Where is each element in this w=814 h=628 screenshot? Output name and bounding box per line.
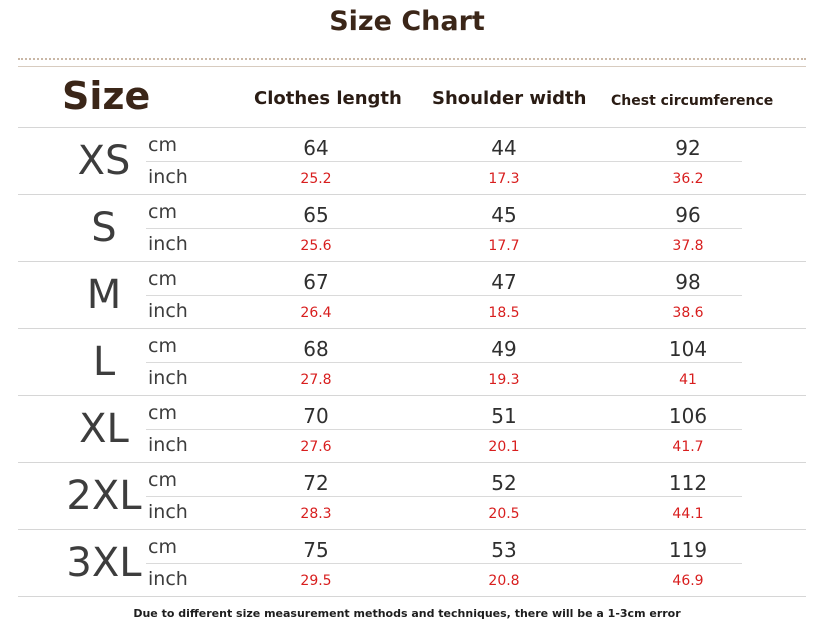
size-label: 3XL bbox=[66, 540, 142, 586]
clothes-length-cm: 68 bbox=[303, 337, 329, 361]
shoulder-width-cm: 49 bbox=[491, 337, 517, 361]
unit-inch-label: inch bbox=[148, 166, 188, 188]
size-label: 2XL bbox=[66, 473, 142, 519]
size-row-xs: XS cm inch 64 44 92 25.2 17.3 36.2 bbox=[18, 127, 806, 194]
row-divider bbox=[146, 496, 742, 497]
size-table: XS cm inch 64 44 92 25.2 17.3 36.2 S cm … bbox=[18, 127, 806, 597]
shoulder-width-cm: 47 bbox=[491, 270, 517, 294]
clothes-length-cm: 65 bbox=[303, 203, 329, 227]
chest-circumference-inch: 46.9 bbox=[672, 573, 704, 589]
size-row-m: M cm inch 67 47 98 26.4 18.5 38.6 bbox=[18, 261, 806, 328]
unit-inch-label: inch bbox=[148, 367, 188, 389]
row-divider bbox=[146, 563, 742, 564]
chest-circumference-inch: 37.8 bbox=[672, 238, 704, 254]
shoulder-width-cm: 51 bbox=[491, 404, 517, 428]
clothes-length-cm: 75 bbox=[303, 538, 329, 562]
unit-cm-label: cm bbox=[148, 134, 177, 156]
size-row-2xl: 2XL cm inch 72 52 112 28.3 20.5 44.1 bbox=[18, 462, 806, 529]
clothes-length-inch: 28.3 bbox=[300, 506, 332, 522]
chest-circumference-inch: 41.7 bbox=[672, 439, 704, 455]
chest-circumference-cm: 92 bbox=[675, 136, 701, 160]
chest-circumference-cm: 98 bbox=[675, 270, 701, 294]
chest-circumference-cm: 106 bbox=[668, 404, 708, 428]
shoulder-width-inch: 20.8 bbox=[488, 573, 520, 589]
shoulder-width-inch: 19.3 bbox=[488, 372, 520, 388]
size-label: L bbox=[92, 339, 116, 385]
size-label: S bbox=[91, 205, 117, 251]
unit-cm-label: cm bbox=[148, 201, 177, 223]
shoulder-width-header: Shoulder width bbox=[432, 88, 587, 109]
unit-inch-label: inch bbox=[148, 434, 188, 456]
clothes-length-cm: 70 bbox=[303, 404, 329, 428]
row-divider bbox=[146, 161, 742, 162]
chest-circumference-cm: 96 bbox=[675, 203, 701, 227]
unit-inch-label: inch bbox=[148, 300, 188, 322]
size-row-xl: XL cm inch 70 51 106 27.6 20.1 41.7 bbox=[18, 395, 806, 462]
clothes-length-inch: 25.2 bbox=[300, 171, 332, 187]
unit-cm-label: cm bbox=[148, 469, 177, 491]
chest-circumference-inch: 41 bbox=[679, 372, 697, 388]
clothes-length-cm: 67 bbox=[303, 270, 329, 294]
shoulder-width-cm: 44 bbox=[491, 136, 517, 160]
unit-inch-label: inch bbox=[148, 233, 188, 255]
unit-inch-label: inch bbox=[148, 501, 188, 523]
shoulder-width-inch: 18.5 bbox=[488, 305, 520, 321]
row-divider bbox=[146, 429, 742, 430]
shoulder-width-inch: 17.7 bbox=[488, 238, 520, 254]
chest-circumference-inch: 38.6 bbox=[672, 305, 704, 321]
shoulder-width-cm: 53 bbox=[491, 538, 517, 562]
chest-circumference-header: Chest circumference bbox=[611, 93, 774, 109]
row-divider bbox=[146, 295, 742, 296]
unit-cm-label: cm bbox=[148, 268, 177, 290]
shoulder-width-cm: 52 bbox=[491, 471, 517, 495]
shoulder-width-inch: 20.5 bbox=[488, 506, 520, 522]
shoulder-width-inch: 17.3 bbox=[488, 171, 520, 187]
clothes-length-cm: 72 bbox=[303, 471, 329, 495]
size-column-header: Size bbox=[62, 74, 151, 118]
row-divider bbox=[146, 228, 742, 229]
chest-circumference-inch: 44.1 bbox=[672, 506, 704, 522]
page-title: Size Chart bbox=[329, 6, 485, 37]
chest-circumference-inch: 36.2 bbox=[672, 171, 704, 187]
size-label: XL bbox=[79, 406, 129, 452]
chest-circumference-cm: 104 bbox=[668, 337, 708, 361]
size-row-s: S cm inch 65 45 96 25.6 17.7 37.8 bbox=[18, 194, 806, 261]
unit-cm-label: cm bbox=[148, 536, 177, 558]
clothes-length-inch: 25.6 bbox=[300, 238, 332, 254]
clothes-length-cm: 64 bbox=[303, 136, 329, 160]
unit-inch-label: inch bbox=[148, 568, 188, 590]
unit-cm-label: cm bbox=[148, 335, 177, 357]
row-divider bbox=[146, 362, 742, 363]
chest-circumference-cm: 112 bbox=[668, 471, 708, 495]
clothes-length-inch: 27.6 bbox=[300, 439, 332, 455]
size-label: M bbox=[86, 272, 122, 318]
clothes-length-inch: 27.8 bbox=[300, 372, 332, 388]
clothes-length-inch: 26.4 bbox=[300, 305, 332, 321]
title-divider bbox=[18, 58, 806, 67]
size-row-l: L cm inch 68 49 104 27.8 19.3 41 bbox=[18, 328, 806, 395]
clothes-length-inch: 29.5 bbox=[300, 573, 332, 589]
measurement-disclaimer: Due to different size measurement method… bbox=[133, 607, 681, 620]
size-row-3xl: 3XL cm inch 75 53 119 29.5 20.8 46.9 bbox=[18, 529, 806, 597]
clothes-length-header: Clothes length bbox=[254, 88, 402, 109]
unit-cm-label: cm bbox=[148, 402, 177, 424]
shoulder-width-cm: 45 bbox=[491, 203, 517, 227]
size-label: XS bbox=[77, 138, 131, 184]
shoulder-width-inch: 20.1 bbox=[488, 439, 520, 455]
chest-circumference-cm: 119 bbox=[668, 538, 708, 562]
